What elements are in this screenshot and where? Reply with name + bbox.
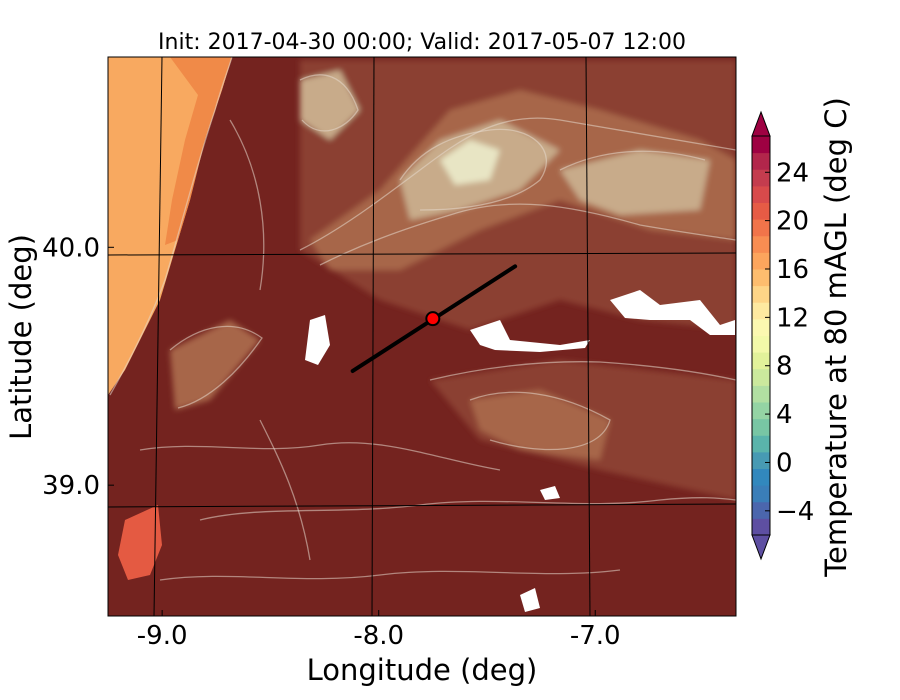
colorbar-swatch <box>752 518 770 536</box>
colorbar: −4 0 4 8 12 16 20 24 <box>751 110 814 561</box>
colorbar-swatch <box>752 169 770 187</box>
y-axis: 40.0 39.0 <box>42 233 114 501</box>
colorbar-swatch <box>752 252 770 270</box>
y-axis-label: Latitude (deg) <box>4 234 38 440</box>
colorbar-swatch <box>752 385 770 403</box>
x-tick-label: -9.0 <box>137 621 188 651</box>
colorbar-tick-label: 8 <box>776 352 793 382</box>
grid-meridian <box>585 57 591 616</box>
colorbar-label: Temperature at 80 mAGL (deg C) <box>819 97 853 578</box>
colorbar-swatch <box>752 269 770 287</box>
colorbar-swatch <box>752 219 770 237</box>
grid-lines <box>108 57 736 616</box>
colorbar-swatch <box>752 368 770 386</box>
x-axis-label: Longitude (deg) <box>307 653 538 687</box>
colorbar-swatch <box>752 318 770 336</box>
colorbar-swatch <box>752 185 770 203</box>
colorbar-swatch <box>752 285 770 303</box>
temperature-map <box>108 57 736 616</box>
colorbar-tick-label: 0 <box>776 448 793 478</box>
field-region-summit <box>440 140 500 185</box>
plot-frame <box>107 56 737 617</box>
field-region-southwest-coast <box>118 505 162 580</box>
colorbar-swatch <box>752 468 770 486</box>
colorbar-swatch <box>752 402 770 420</box>
field-region-high-ridge <box>560 150 710 215</box>
colorbar-tick-label: −4 <box>776 497 814 527</box>
x-tick-label: -7.0 <box>570 621 621 651</box>
colorbar-swatch <box>752 485 770 503</box>
grid-parallel <box>108 252 736 256</box>
colorbar-frame <box>751 135 771 536</box>
grid-meridian <box>371 57 375 616</box>
colorbar-swatch <box>752 152 770 170</box>
field-region-upland <box>470 390 610 460</box>
x-tick-label: -8.0 <box>353 621 404 651</box>
colorbar-swatch <box>752 302 770 320</box>
colorbar-tick-label: 20 <box>776 207 809 237</box>
colorbar-tick-label: 12 <box>776 303 809 333</box>
colorbar-swatch <box>752 501 770 519</box>
grid-meridian <box>153 57 163 616</box>
colorbar-tick-label: 16 <box>776 255 809 285</box>
contour-lines <box>109 57 736 581</box>
chart-title: Init: 2017-04-30 00:00; Valid: 2017-05-0… <box>158 30 686 55</box>
colorbar-tick-label: 24 <box>776 158 809 188</box>
missing-data-patches <box>305 290 735 612</box>
colorbar-swatch <box>752 352 770 370</box>
colorbar-swatch <box>752 136 770 154</box>
colorbar-swatch <box>752 418 770 436</box>
colorbar-swatch <box>752 435 770 453</box>
colorbar-swatch <box>752 202 770 220</box>
location-marker <box>425 311 441 327</box>
colorbar-swatch <box>752 235 770 253</box>
colorbar-tick-label: 4 <box>776 400 793 430</box>
y-tick-label: 40.0 <box>42 233 100 263</box>
grid-parallel <box>108 503 736 508</box>
colorbar-swatch <box>752 451 770 469</box>
colorbar-swatch <box>752 335 770 353</box>
colorbar-extend-max <box>751 110 771 137</box>
y-tick-label: 39.0 <box>42 471 100 501</box>
field-region-high-ridge <box>300 70 360 140</box>
field-region-coast-strip-warm <box>165 57 232 245</box>
field-region-upland <box>170 320 260 410</box>
colorbar-extend-min <box>751 534 771 561</box>
x-axis: -9.0 -8.0 -7.0 <box>137 610 621 651</box>
